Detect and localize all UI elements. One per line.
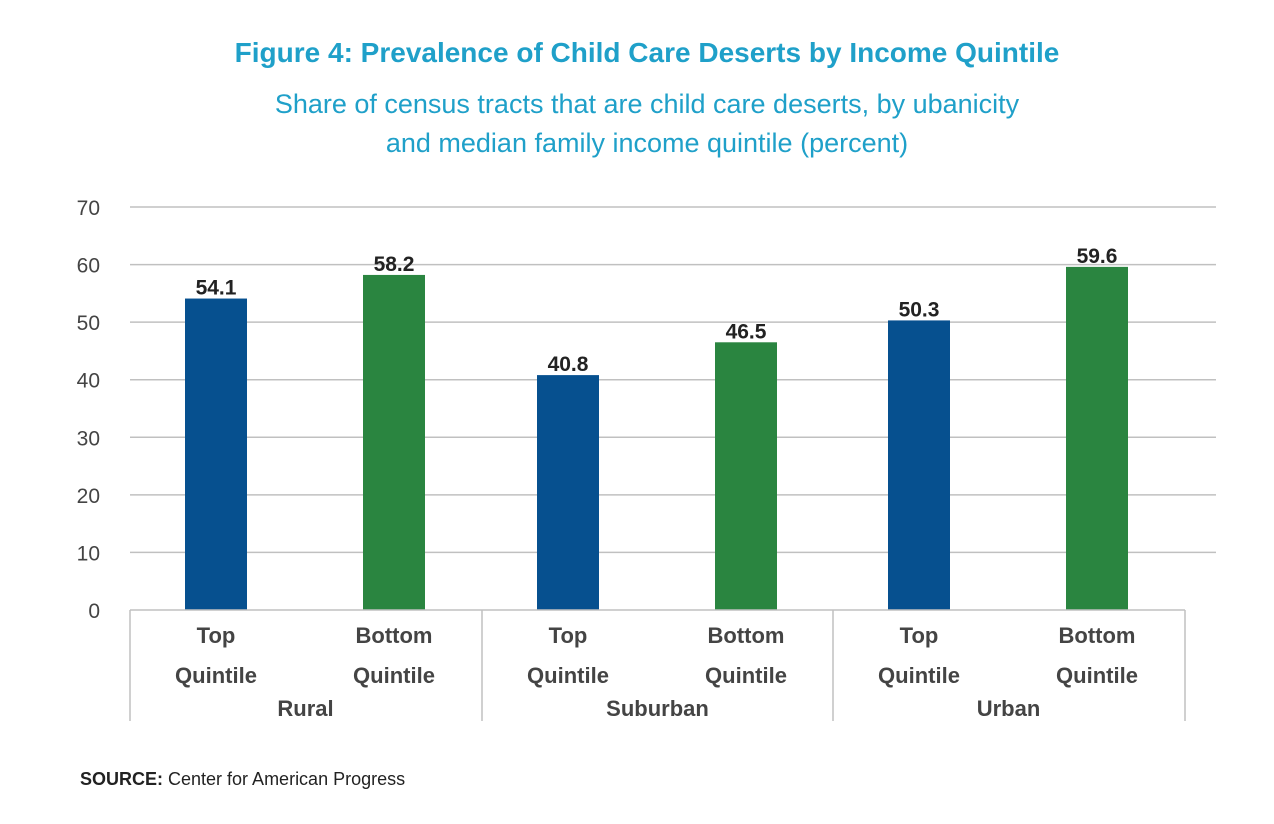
bar-value-label: 46.5 [726, 320, 767, 343]
x-tick-label: Bottom [356, 623, 433, 648]
y-tick-label: 20 [77, 485, 100, 508]
source-note: SOURCE: Center for American Progress [80, 769, 405, 789]
y-tick-label: 50 [77, 312, 100, 335]
group-label: Urban [977, 696, 1041, 721]
bar-value-label: 54.1 [196, 277, 237, 300]
bar [537, 375, 599, 610]
source-label: SOURCE: [80, 769, 163, 789]
bar [363, 274, 425, 610]
group-label: Rural [277, 696, 333, 721]
gridlines [130, 206, 1216, 554]
x-tick-label: Quintile [353, 663, 435, 688]
y-tick-label: 40 [77, 370, 100, 393]
x-tick-label: Top [900, 623, 939, 648]
y-tick-label: 0 [88, 600, 100, 623]
bar-value-label: 50.3 [899, 298, 940, 321]
bars [185, 266, 1128, 610]
x-tick-label: Quintile [175, 663, 257, 688]
bar [715, 342, 777, 610]
y-tick-label: 60 [77, 255, 100, 278]
x-tick-label: Bottom [1059, 623, 1136, 648]
chart-subtitle-line-2: and median family income quintile (perce… [386, 128, 908, 158]
chart-subtitle-line-1: Share of census tracts that are child ca… [275, 89, 1020, 119]
bar [185, 298, 247, 610]
x-tick-label: Quintile [878, 663, 960, 688]
y-tick-label: 70 [77, 197, 100, 220]
bar [1066, 266, 1128, 610]
chart-title: Figure 4: Prevalence of Child Care Deser… [235, 37, 1060, 68]
data-labels: 54.1 58.2 40.8 46.5 50.3 59.6 [196, 245, 1118, 376]
x-tick-label: Quintile [1056, 663, 1138, 688]
y-tick-label: 10 [77, 542, 100, 565]
x-tick-label: Top [197, 623, 236, 648]
bar-value-label: 59.6 [1077, 245, 1118, 268]
x-tick-label: Bottom [708, 623, 785, 648]
y-axis-ticks: 0 10 20 30 40 50 60 70 [77, 197, 100, 623]
bar-value-label: 58.2 [374, 253, 415, 276]
x-tick-label: Quintile [705, 663, 787, 688]
source-text: Center for American Progress [163, 769, 405, 789]
bar [888, 320, 950, 610]
bar-value-label: 40.8 [548, 353, 589, 376]
x-axis: Top Quintile Bottom Quintile Rural Top Quintil… [129, 609, 1186, 721]
x-tick-label: Quintile [527, 663, 609, 688]
x-tick-label: Top [549, 623, 588, 648]
group-label: Suburban [606, 696, 709, 721]
y-tick-label: 30 [77, 427, 100, 450]
